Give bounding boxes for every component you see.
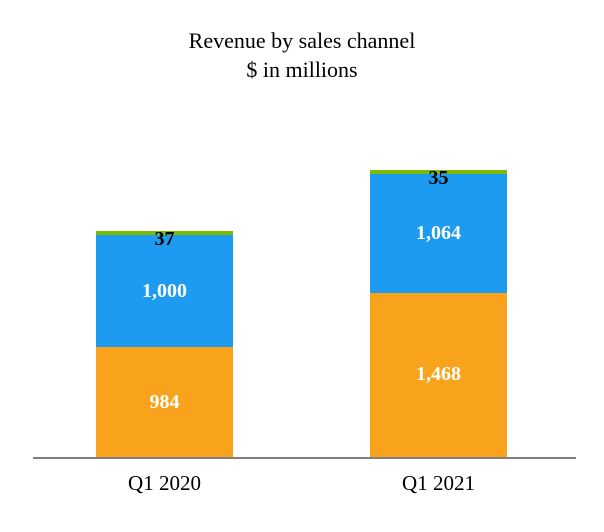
x-axis-label: Q1 2021 (402, 471, 475, 495)
segment-middle-value-label: 1,064 (416, 221, 461, 244)
bar-segment-bottom: 1,468 (370, 292, 507, 457)
bar-segment-middle: 1,000 (96, 235, 233, 347)
segment-top-value-label: 37 (154, 228, 175, 251)
bar-segment-top (370, 170, 507, 174)
segment-bottom-value-label: 1,468 (416, 363, 461, 386)
bar-segment-top (96, 231, 233, 236)
segment-middle-value-label: 1,000 (142, 279, 187, 302)
bar-segment-bottom: 984 (96, 347, 233, 457)
bar-segment-middle: 1,064 (370, 173, 507, 293)
chart-title: Revenue by sales channel (188, 28, 416, 53)
bar-q1-2020: 37 1,000 984 (96, 228, 233, 457)
segment-bottom-value-label: 984 (149, 390, 180, 413)
bar-q1-2021: 35 1,064 1,468 (370, 167, 507, 457)
x-axis-label: Q1 2020 (128, 471, 201, 495)
chart-subtitle: $ in millions (246, 57, 358, 82)
chart-header: Revenue by sales channel $ in millions (0, 26, 604, 84)
segment-top-value-label: 35 (428, 167, 449, 190)
x-axis-line (33, 457, 576, 459)
